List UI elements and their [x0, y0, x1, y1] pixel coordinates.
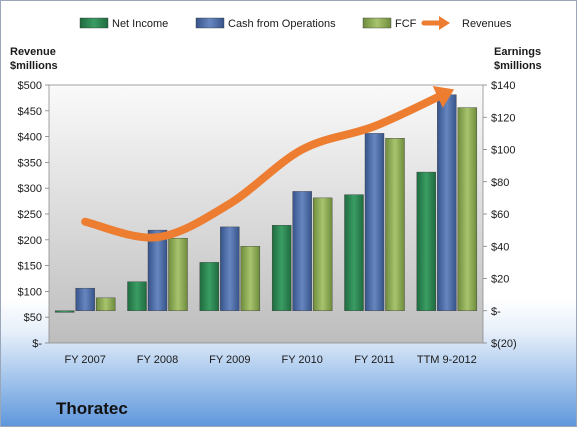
- fcf-bar: [240, 246, 261, 311]
- right-axis-ticks: $(20) $- $20 $40 $60 $80 $100 $120 $140: [483, 80, 517, 350]
- x-category-label: TTM 9-2012: [417, 354, 477, 366]
- legend-arrow-icon: [439, 16, 450, 30]
- legend-label: FCF: [395, 18, 417, 30]
- left-tick-label: $300: [18, 183, 42, 195]
- left-axis-title-line2: $millions: [10, 60, 58, 72]
- cash-from-operations-bar: [75, 287, 95, 311]
- net-income-bar: [344, 194, 364, 311]
- company-name: Thoratec: [56, 399, 128, 418]
- right-tick-label: $(20): [491, 338, 517, 350]
- fcf-bar: [95, 297, 116, 311]
- plot-area: [48, 84, 484, 344]
- left-axis-ticks: $- $50 $100 $150 $200 $250 $300 $350 $400 $450 $50…: [18, 80, 49, 350]
- right-tick-label: $40: [491, 241, 509, 253]
- legend-swatch: [195, 17, 225, 29]
- legend-swatch: [362, 17, 392, 29]
- legend-label: Net Income: [112, 18, 168, 30]
- fcf-bar: [385, 138, 405, 311]
- net-income-bar: [54, 310, 75, 313]
- right-tick-label: $-: [491, 306, 501, 318]
- right-tick-label: $120: [491, 112, 515, 124]
- legend-label: Cash from Operations: [228, 18, 336, 30]
- right-tick-label: $60: [491, 209, 509, 221]
- cash-from-operations-bar: [147, 229, 168, 311]
- x-category-label: FY 2011: [354, 354, 395, 366]
- x-category-label: FY 2008: [137, 354, 178, 366]
- left-tick-label: $350: [18, 157, 42, 169]
- revenues-arrowhead: [432, 86, 455, 108]
- left-tick-label: $500: [18, 80, 42, 92]
- x-axis-labels: FY 2007 FY 2008 FY 2009 FY 2010 FY 2011 TTM 9…: [64, 354, 476, 366]
- left-tick-label: $400: [18, 132, 42, 144]
- left-tick-label: $-: [32, 338, 42, 350]
- fcf-bar: [168, 237, 188, 311]
- left-tick-label: $200: [18, 235, 42, 247]
- revenue-line-series: [81, 86, 455, 242]
- legend-swatch: [79, 17, 109, 29]
- left-tick-label: $150: [18, 261, 42, 273]
- x-category-label: FY 2010: [281, 354, 322, 366]
- left-tick-label: $250: [18, 209, 42, 221]
- bars: [54, 94, 478, 313]
- left-axis-title-line1: Revenue: [10, 46, 56, 58]
- left-tick-label: $50: [24, 312, 42, 324]
- x-category-label: FY 2009: [209, 354, 250, 366]
- legend-label: Revenues: [462, 18, 512, 30]
- right-tick-label: $140: [491, 80, 515, 92]
- cash-from-operations-bar: [437, 94, 457, 311]
- left-tick-label: $100: [18, 286, 42, 298]
- fcf-bar: [312, 197, 333, 311]
- net-income-bar: [416, 171, 437, 311]
- right-axis-title-line2: $millions: [494, 60, 542, 72]
- cash-from-operations-bar: [220, 226, 240, 311]
- right-tick-label: $80: [491, 177, 509, 189]
- net-income-bar: [199, 262, 220, 311]
- right-tick-label: $20: [491, 274, 509, 286]
- cash-from-operations-bar: [292, 191, 312, 311]
- left-tick-label: $450: [18, 106, 42, 118]
- right-tick-label: $100: [491, 145, 515, 157]
- legend: Net Income Cash from Operations FCF Revenue…: [79, 16, 512, 30]
- revenues-line: [81, 88, 451, 242]
- fcf-bar: [457, 107, 478, 311]
- right-axis-title-line1: Earnings: [494, 46, 541, 58]
- cash-from-operations-bar: [364, 133, 385, 311]
- net-income-bar: [127, 281, 147, 311]
- x-category-label: FY 2007: [64, 354, 105, 366]
- net-income-bar: [271, 225, 292, 311]
